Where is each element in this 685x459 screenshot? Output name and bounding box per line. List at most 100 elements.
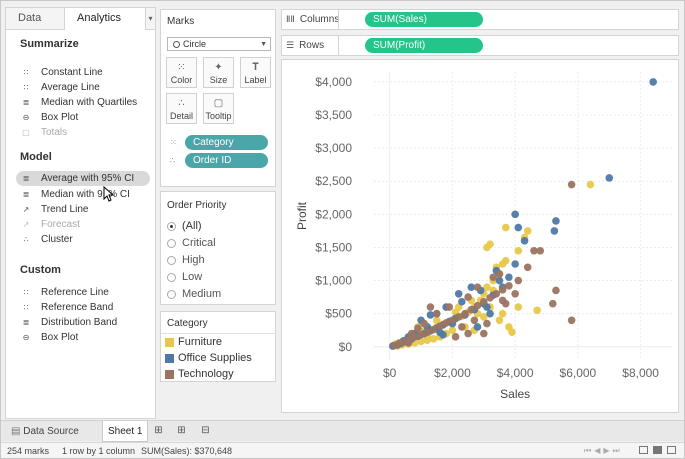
data-point bbox=[505, 273, 513, 282]
new-story-icon[interactable]: ⊟ bbox=[201, 425, 210, 436]
analytics-item-median-95ci[interactable]: ≣ Median with 95% CI bbox=[20, 187, 130, 202]
data-point bbox=[479, 329, 488, 338]
data-point bbox=[454, 313, 463, 321]
x-tick-label: $8,000 bbox=[622, 366, 659, 380]
legend-item-furniture[interactable]: Furniture bbox=[165, 335, 222, 349]
divider bbox=[161, 333, 275, 334]
grid-view-icon[interactable] bbox=[639, 446, 648, 454]
data-source-tab[interactable]: ▤ Data Source bbox=[11, 426, 79, 437]
data-point bbox=[552, 286, 560, 295]
data-point bbox=[464, 293, 472, 301]
analytics-item-trend-line[interactable]: ↗ Trend Line bbox=[20, 202, 89, 217]
data-point bbox=[467, 305, 476, 314]
pill-sum-profit[interactable]: SUM(Profit) bbox=[365, 38, 483, 53]
analytics-pane: Data Analytics ▾ Summarize ∷ Constant Lin… bbox=[5, 7, 156, 419]
pill-sum-sales[interactable]: SUM(Sales) bbox=[365, 12, 483, 27]
section-title-custom: Custom bbox=[20, 264, 61, 276]
data-point bbox=[567, 316, 576, 325]
filter-option-all[interactable]: (All) bbox=[167, 219, 202, 233]
data-point bbox=[483, 319, 491, 328]
mouse-cursor-icon bbox=[103, 186, 115, 202]
data-point bbox=[448, 326, 457, 335]
data-point bbox=[523, 227, 532, 235]
radio-selected-icon bbox=[167, 221, 176, 231]
mark-type-select[interactable]: Circle ▼ bbox=[167, 37, 271, 51]
rows-shelf-label: ☰ Rows bbox=[286, 40, 325, 51]
data-point bbox=[483, 283, 491, 291]
analytics-item-median-quartiles[interactable]: ≣ Median with Quartiles bbox=[20, 95, 138, 110]
circle-icon bbox=[173, 41, 180, 48]
legend-item-technology[interactable]: Technology bbox=[165, 367, 234, 381]
data-point bbox=[473, 283, 482, 291]
data-point bbox=[436, 322, 444, 331]
label-button[interactable]: 𝐓 Label bbox=[240, 57, 271, 88]
tab-sheet-1[interactable]: Sheet 1 bbox=[102, 421, 149, 442]
cluster-icon: ∴ bbox=[23, 235, 29, 244]
size-button[interactable]: ✦ Size bbox=[203, 57, 234, 88]
new-worksheet-icon[interactable]: ⊞ bbox=[154, 425, 163, 436]
analytics-item-cluster[interactable]: ∴ Cluster bbox=[20, 232, 72, 247]
analytics-item-totals: □ Totals bbox=[20, 125, 67, 140]
list-view-icon[interactable] bbox=[667, 446, 676, 454]
analytics-item-average-95ci[interactable]: ≣ Average with 95% CI bbox=[16, 171, 150, 186]
status-rows-cols: 1 row by 1 column bbox=[62, 446, 136, 456]
x-tick-label: $0 bbox=[383, 366, 397, 380]
data-point bbox=[511, 289, 519, 298]
legend-swatch bbox=[165, 337, 174, 347]
analytics-item-reference-line[interactable]: ∷ Reference Line bbox=[20, 285, 108, 300]
x-tick-label: $4,000 bbox=[497, 366, 534, 380]
data-point bbox=[454, 289, 463, 298]
data-point bbox=[464, 329, 472, 338]
analytics-item-custom-box-plot[interactable]: ⊖ Box Plot bbox=[20, 330, 79, 345]
tab-data[interactable]: Data bbox=[18, 12, 42, 24]
pill-order-id[interactable]: Order ID bbox=[185, 153, 268, 168]
label-icon: 𝐓 bbox=[252, 62, 259, 73]
x-axis-title: Sales bbox=[500, 387, 530, 401]
tooltip-icon: ▢ bbox=[213, 98, 224, 109]
analytics-item-average-line[interactable]: ∷ Average Line bbox=[20, 80, 99, 95]
data-point bbox=[486, 240, 494, 248]
analytics-item-distribution-band[interactable]: ≣ Distribution Band bbox=[20, 315, 118, 330]
section-title-model: Model bbox=[20, 151, 52, 163]
color-button[interactable]: ⁙ Color bbox=[166, 57, 197, 88]
divider bbox=[338, 36, 339, 55]
trend-line-icon: ↗ bbox=[22, 205, 30, 214]
new-dashboard-icon[interactable]: ⊞ bbox=[177, 425, 186, 436]
data-point bbox=[473, 323, 482, 331]
y-tick-label: $2,000 bbox=[315, 207, 352, 221]
box-plot-icon: ⊖ bbox=[22, 113, 30, 122]
detail-button[interactable]: ∴ Detail bbox=[166, 93, 197, 124]
reference-line-icon: ∷ bbox=[23, 68, 29, 77]
data-point bbox=[552, 217, 560, 225]
scatter-plot-view[interactable]: $0 $500 $1,000 $1,500 $2,000 $2,500 $3,000 $3,5… bbox=[281, 59, 679, 413]
rows-icon: ☰ bbox=[286, 40, 295, 51]
legend-swatch bbox=[165, 369, 174, 379]
scatter-plot[interactable]: $0 $500 $1,000 $1,500 $2,000 $2,500 $3,000 $3,5… bbox=[282, 60, 680, 414]
y-axis-title: Profit bbox=[295, 201, 309, 230]
tab-analytics[interactable]: Analytics bbox=[64, 8, 146, 30]
data-point bbox=[498, 309, 507, 318]
filter-option-critical[interactable]: Critical bbox=[167, 236, 216, 250]
data-point bbox=[473, 301, 482, 310]
filter-option-medium[interactable]: Medium bbox=[167, 287, 221, 301]
tooltip-button[interactable]: ▢ Tooltip bbox=[203, 93, 234, 124]
filter-option-low[interactable]: Low bbox=[167, 270, 202, 284]
analytics-item-box-plot[interactable]: ⊖ Box Plot bbox=[20, 110, 79, 125]
legend-swatch bbox=[165, 353, 174, 363]
analytics-item-reference-band[interactable]: ∷ Reference Band bbox=[20, 300, 113, 315]
y-tick-label: $0 bbox=[339, 340, 353, 354]
database-icon: ▤ bbox=[11, 426, 21, 437]
pill-category[interactable]: Category bbox=[185, 135, 268, 150]
menu-dropdown-icon[interactable]: ▾ bbox=[148, 14, 153, 23]
divider bbox=[338, 10, 339, 29]
filter-option-high[interactable]: High bbox=[167, 253, 205, 267]
sheet-navigation-icon[interactable]: ⏮◀▶⏭ bbox=[584, 446, 623, 455]
box-plot-icon: ⊖ bbox=[22, 333, 30, 342]
data-point bbox=[486, 293, 494, 302]
data-point bbox=[492, 289, 501, 298]
filmstrip-view-icon[interactable] bbox=[653, 446, 662, 454]
analytics-item-constant-line[interactable]: ∷ Constant Line bbox=[20, 65, 102, 80]
legend-item-office-supplies[interactable]: Office Supplies bbox=[165, 351, 252, 365]
sheet-tab-bar: ▤ Data Source Sheet 1 ⊞ ⊞ ⊟ bbox=[1, 420, 684, 442]
detail-icon: ∴ bbox=[170, 156, 176, 165]
